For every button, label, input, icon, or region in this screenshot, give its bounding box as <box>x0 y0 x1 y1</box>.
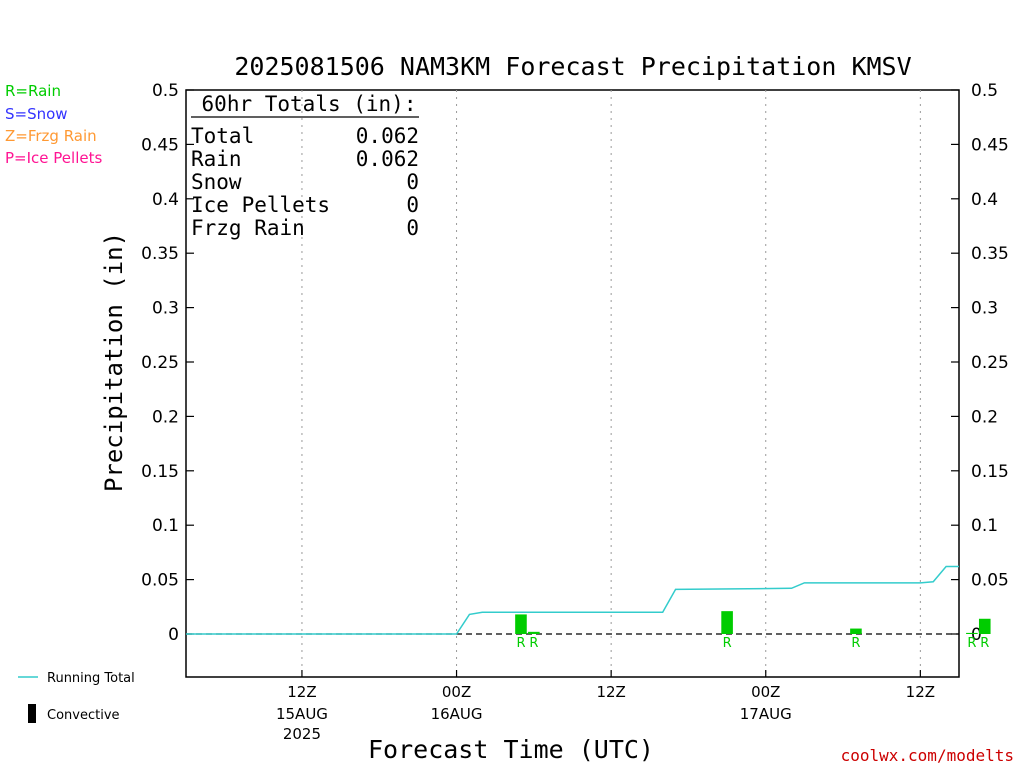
credit-link[interactable]: coolwx.com/modelts <box>841 746 1014 765</box>
precip-type-label: R <box>967 636 976 651</box>
y-tick-label: 0.4 <box>971 190 998 210</box>
y-tick-label: 0.15 <box>971 462 1009 482</box>
y-tick-label: 0.1 <box>152 516 179 536</box>
precip-bar <box>721 611 733 634</box>
y-tick-label: 0.3 <box>971 299 998 319</box>
legend-running-total: Running Total <box>47 671 135 686</box>
totals-label: Snow <box>191 170 242 194</box>
y-tick-label: 0.4 <box>152 190 179 210</box>
legend-ice-pellets: P=Ice Pellets <box>5 149 102 167</box>
totals-value: 0.062 <box>356 147 419 171</box>
x-axis-label: Forecast Time (UTC) <box>368 735 654 764</box>
y-tick-label: 0.35 <box>141 244 179 264</box>
x-tick-label: 00Z <box>751 683 780 701</box>
y-ticks-left: 0 0.05 0.1 0.15 0.2 0.25 0.3 0.35 0.4 0.45 0.5 <box>141 81 194 645</box>
totals-label: Rain <box>191 147 242 171</box>
legend-snow: S=Snow <box>5 105 68 123</box>
legend-convective: Convective <box>47 708 120 723</box>
legend-rain: R=Rain <box>5 82 61 100</box>
y-tick-label: 0.1 <box>971 516 998 536</box>
legend-frzg-rain: Z=Frzg Rain <box>5 127 97 145</box>
precip-type-label: R <box>529 636 538 651</box>
x-tick-label: 12Z <box>287 683 316 701</box>
precip-bar <box>528 631 540 634</box>
totals-value: 0 <box>406 170 419 194</box>
precip-bar <box>966 632 978 634</box>
totals-value: 0 <box>406 193 419 217</box>
y-ticks-right: 0 0.05 0.1 0.15 0.2 0.25 0.3 0.35 0.4 0.45 0.5 <box>951 81 1009 645</box>
grid-lines <box>186 90 959 677</box>
y-tick-label: 0 <box>971 625 982 645</box>
y-tick-label: 0.45 <box>971 135 1009 155</box>
x-tick-label: 00Z <box>442 683 471 701</box>
precip-bars <box>515 611 991 634</box>
y-tick-label: 0.5 <box>971 81 998 101</box>
totals-header: 60hr Totals (in): <box>202 92 417 116</box>
y-tick-label: 0.25 <box>971 353 1009 373</box>
totals-value: 0 <box>406 216 419 240</box>
running-total-series <box>186 565 959 635</box>
plot-frame <box>185 89 960 678</box>
precip-bar <box>978 618 991 634</box>
y-tick-label: 0.25 <box>141 353 179 373</box>
y-tick-label: 0.5 <box>152 81 179 101</box>
chart-title: 2025081506 NAM3KM Forecast Precipitation… <box>234 52 911 81</box>
totals-box: 60hr Totals (in): Total 0.062 Rain 0.062… <box>191 92 419 240</box>
x-tick-label: 12Z <box>906 683 935 701</box>
y-axis-label: Precipitation (in) <box>100 232 128 492</box>
precip-type-label: R <box>723 636 732 651</box>
y-tick-label: 0.2 <box>152 407 179 427</box>
y-tick-label: 0.2 <box>971 407 998 427</box>
totals-label: Ice Pellets <box>191 193 330 217</box>
x-ticks: 12Z 15AUG 2025 00Z 16AUG 12Z 00Z 17AUG 12Z <box>276 670 935 743</box>
x-tick-date: 17AUG <box>740 705 792 723</box>
x-tick-date: 16AUG <box>431 705 483 723</box>
y-tick-label: 0.35 <box>971 244 1009 264</box>
x-tick-label: 12Z <box>596 683 625 701</box>
totals-value: 0.062 <box>356 124 419 148</box>
precip-bar <box>515 614 527 634</box>
convective-legend-swatch <box>28 704 36 723</box>
precip-type-label: R <box>980 636 989 651</box>
y-tick-label: 0.3 <box>152 299 179 319</box>
totals-label: Frzg Rain <box>191 216 305 240</box>
y-tick-label: 0 <box>168 625 179 645</box>
y-tick-label: 0.15 <box>141 462 179 482</box>
running-total-line <box>186 565 959 635</box>
precip-type-label: R <box>516 636 525 651</box>
precip-bar <box>850 628 862 634</box>
y-tick-label: 0.45 <box>141 135 179 155</box>
x-tick-date: 15AUG <box>276 705 328 723</box>
y-tick-label: 0.05 <box>971 571 1009 591</box>
totals-label: Total <box>191 124 254 148</box>
y-tick-label: 0.05 <box>141 571 179 591</box>
x-tick-year: 2025 <box>283 725 321 743</box>
precip-type-label: R <box>851 636 860 651</box>
